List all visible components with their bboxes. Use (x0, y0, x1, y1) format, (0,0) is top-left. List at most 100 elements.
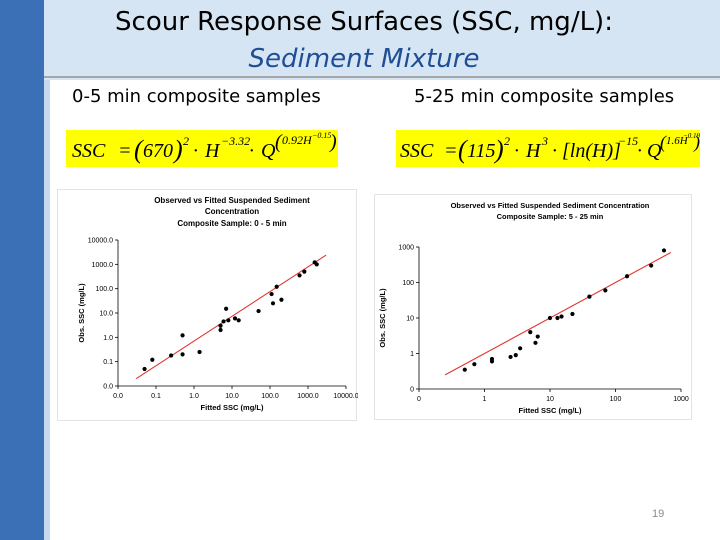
x-tick-label: 1 (483, 396, 487, 403)
x-tick-label: 100.0 (261, 393, 279, 400)
y-tick-label: 0.1 (103, 359, 113, 366)
left-equation: SSC = ( 670 ) 2 · H −3.32 · Q ( 0.92H −0… (66, 130, 338, 167)
eq-coef: 115 (467, 140, 496, 162)
data-point (218, 327, 223, 333)
data-point (221, 319, 226, 324)
x-tick-label: 100 (610, 396, 622, 403)
eq-h-exp: 3 (541, 134, 548, 148)
slide-accent-edge (44, 0, 50, 540)
data-point (270, 301, 276, 306)
y-tick-label: 1000.0 (92, 262, 114, 269)
eq-q: Q (647, 140, 662, 162)
eq-dot3: · (637, 140, 642, 162)
eq-ln-exp: −15 (618, 134, 638, 148)
y-tick-label: 10.0 (99, 311, 113, 318)
data-point (269, 291, 274, 297)
chart-title: Observed vs Fitted Suspended Sediment (154, 196, 310, 205)
data-point (587, 294, 592, 299)
data-point (169, 353, 174, 358)
eq-q-paren-close: ) (693, 132, 700, 153)
eq-dot2: · (249, 140, 254, 162)
eq-coef-exp: 2 (183, 134, 189, 148)
data-point (513, 353, 518, 358)
eq-dot1: · (193, 140, 198, 162)
y-axis-label: Obs. SSC (mg/L) (378, 288, 387, 348)
x-axis-label: Fitted SSC (mg/L) (201, 403, 264, 412)
x-tick-label: 1000.0 (297, 393, 319, 400)
x-tick-label: 10 (546, 396, 554, 403)
y-tick-label: 0.0 (103, 384, 113, 391)
eq-q-paren-open: ( (660, 132, 667, 153)
right-panel-heading: 5-25 min composite samples (414, 86, 675, 107)
eq-equals: = (118, 140, 132, 162)
eq-ln: [ln(H)] (562, 140, 621, 162)
fit-line (444, 252, 672, 376)
slide-subtitle: Sediment Mixture (248, 44, 480, 74)
data-point (236, 318, 241, 323)
data-point (528, 330, 533, 335)
x-tick-label: 1000 (673, 396, 689, 403)
x-tick-label: 1.0 (189, 393, 199, 400)
x-tick-label: 0 (417, 396, 421, 403)
chart-title: Composite Sample: 0 - 5 min (177, 219, 286, 228)
eq-q-exp: 0.92H (282, 133, 313, 147)
slide-number: 19 (652, 508, 665, 520)
y-tick-label: 1000 (398, 245, 414, 252)
eq-q-paren-open: ( (275, 131, 283, 153)
y-tick-label: 1.0 (103, 335, 113, 342)
left-scatter-chart: Observed vs Fitted Suspended Sediment Con… (57, 189, 359, 421)
eq-dot2: · (552, 140, 557, 162)
data-point (297, 273, 302, 278)
y-axis-label: Obs. SSC (mg/L) (77, 283, 86, 343)
data-point (197, 349, 202, 355)
x-tick-label: 10.0 (225, 393, 239, 400)
right-equation: SSC = ( 115 ) 2 · H 3 · [ln(H)] −15 · Q … (396, 130, 700, 167)
eq-lhs: SSC (400, 140, 434, 162)
eq-h-exp: −3.32 (221, 134, 250, 148)
x-tick-label: 0.0 (113, 393, 123, 400)
data-point (218, 323, 223, 328)
y-tick-label: 100 (402, 280, 414, 287)
data-point (535, 334, 540, 339)
eq-q: Q (261, 140, 276, 162)
data-point (603, 288, 608, 293)
data-point (180, 352, 185, 357)
right-scatter-chart: Observed vs Fitted Suspended Sediment Co… (374, 194, 692, 420)
data-point (547, 315, 553, 321)
x-tick-label: 0.1 (151, 393, 161, 400)
data-point (232, 316, 238, 321)
chart-title: Composite Sample: 5 - 25 min (497, 212, 604, 221)
data-point (302, 269, 307, 274)
data-point (226, 318, 231, 323)
data-point (150, 357, 155, 362)
data-point (462, 367, 467, 372)
fit-line (135, 254, 327, 380)
data-point (274, 284, 279, 289)
eq-paren-open: ( (134, 135, 144, 164)
eq-h: H (204, 140, 221, 162)
data-point (661, 248, 667, 253)
eq-q-paren-close: ) (329, 131, 337, 153)
data-point (624, 274, 630, 279)
data-point (508, 354, 513, 360)
data-point (472, 362, 477, 367)
eq-paren-close: ) (172, 135, 183, 164)
data-point (649, 263, 654, 268)
y-tick-label: 10000.0 (88, 238, 113, 245)
slide-accent-bar (0, 0, 44, 540)
x-axis-label: Fitted SSC (mg/L) (519, 406, 582, 415)
eq-paren-open: ( (458, 135, 468, 164)
slide-header-band (44, 0, 720, 80)
data-point (518, 346, 523, 351)
eq-q-exp-sup: −0.19 (683, 132, 700, 140)
data-point (489, 356, 495, 362)
data-point (142, 366, 147, 372)
eq-coef: 670 (143, 140, 173, 162)
data-point (555, 315, 560, 321)
data-point (570, 311, 575, 317)
eq-coef-exp: 2 (504, 134, 510, 148)
eq-equals: = (444, 140, 458, 162)
y-tick-label: 0 (410, 387, 414, 394)
data-point (279, 297, 284, 302)
chart-title: Concentration (205, 207, 259, 216)
